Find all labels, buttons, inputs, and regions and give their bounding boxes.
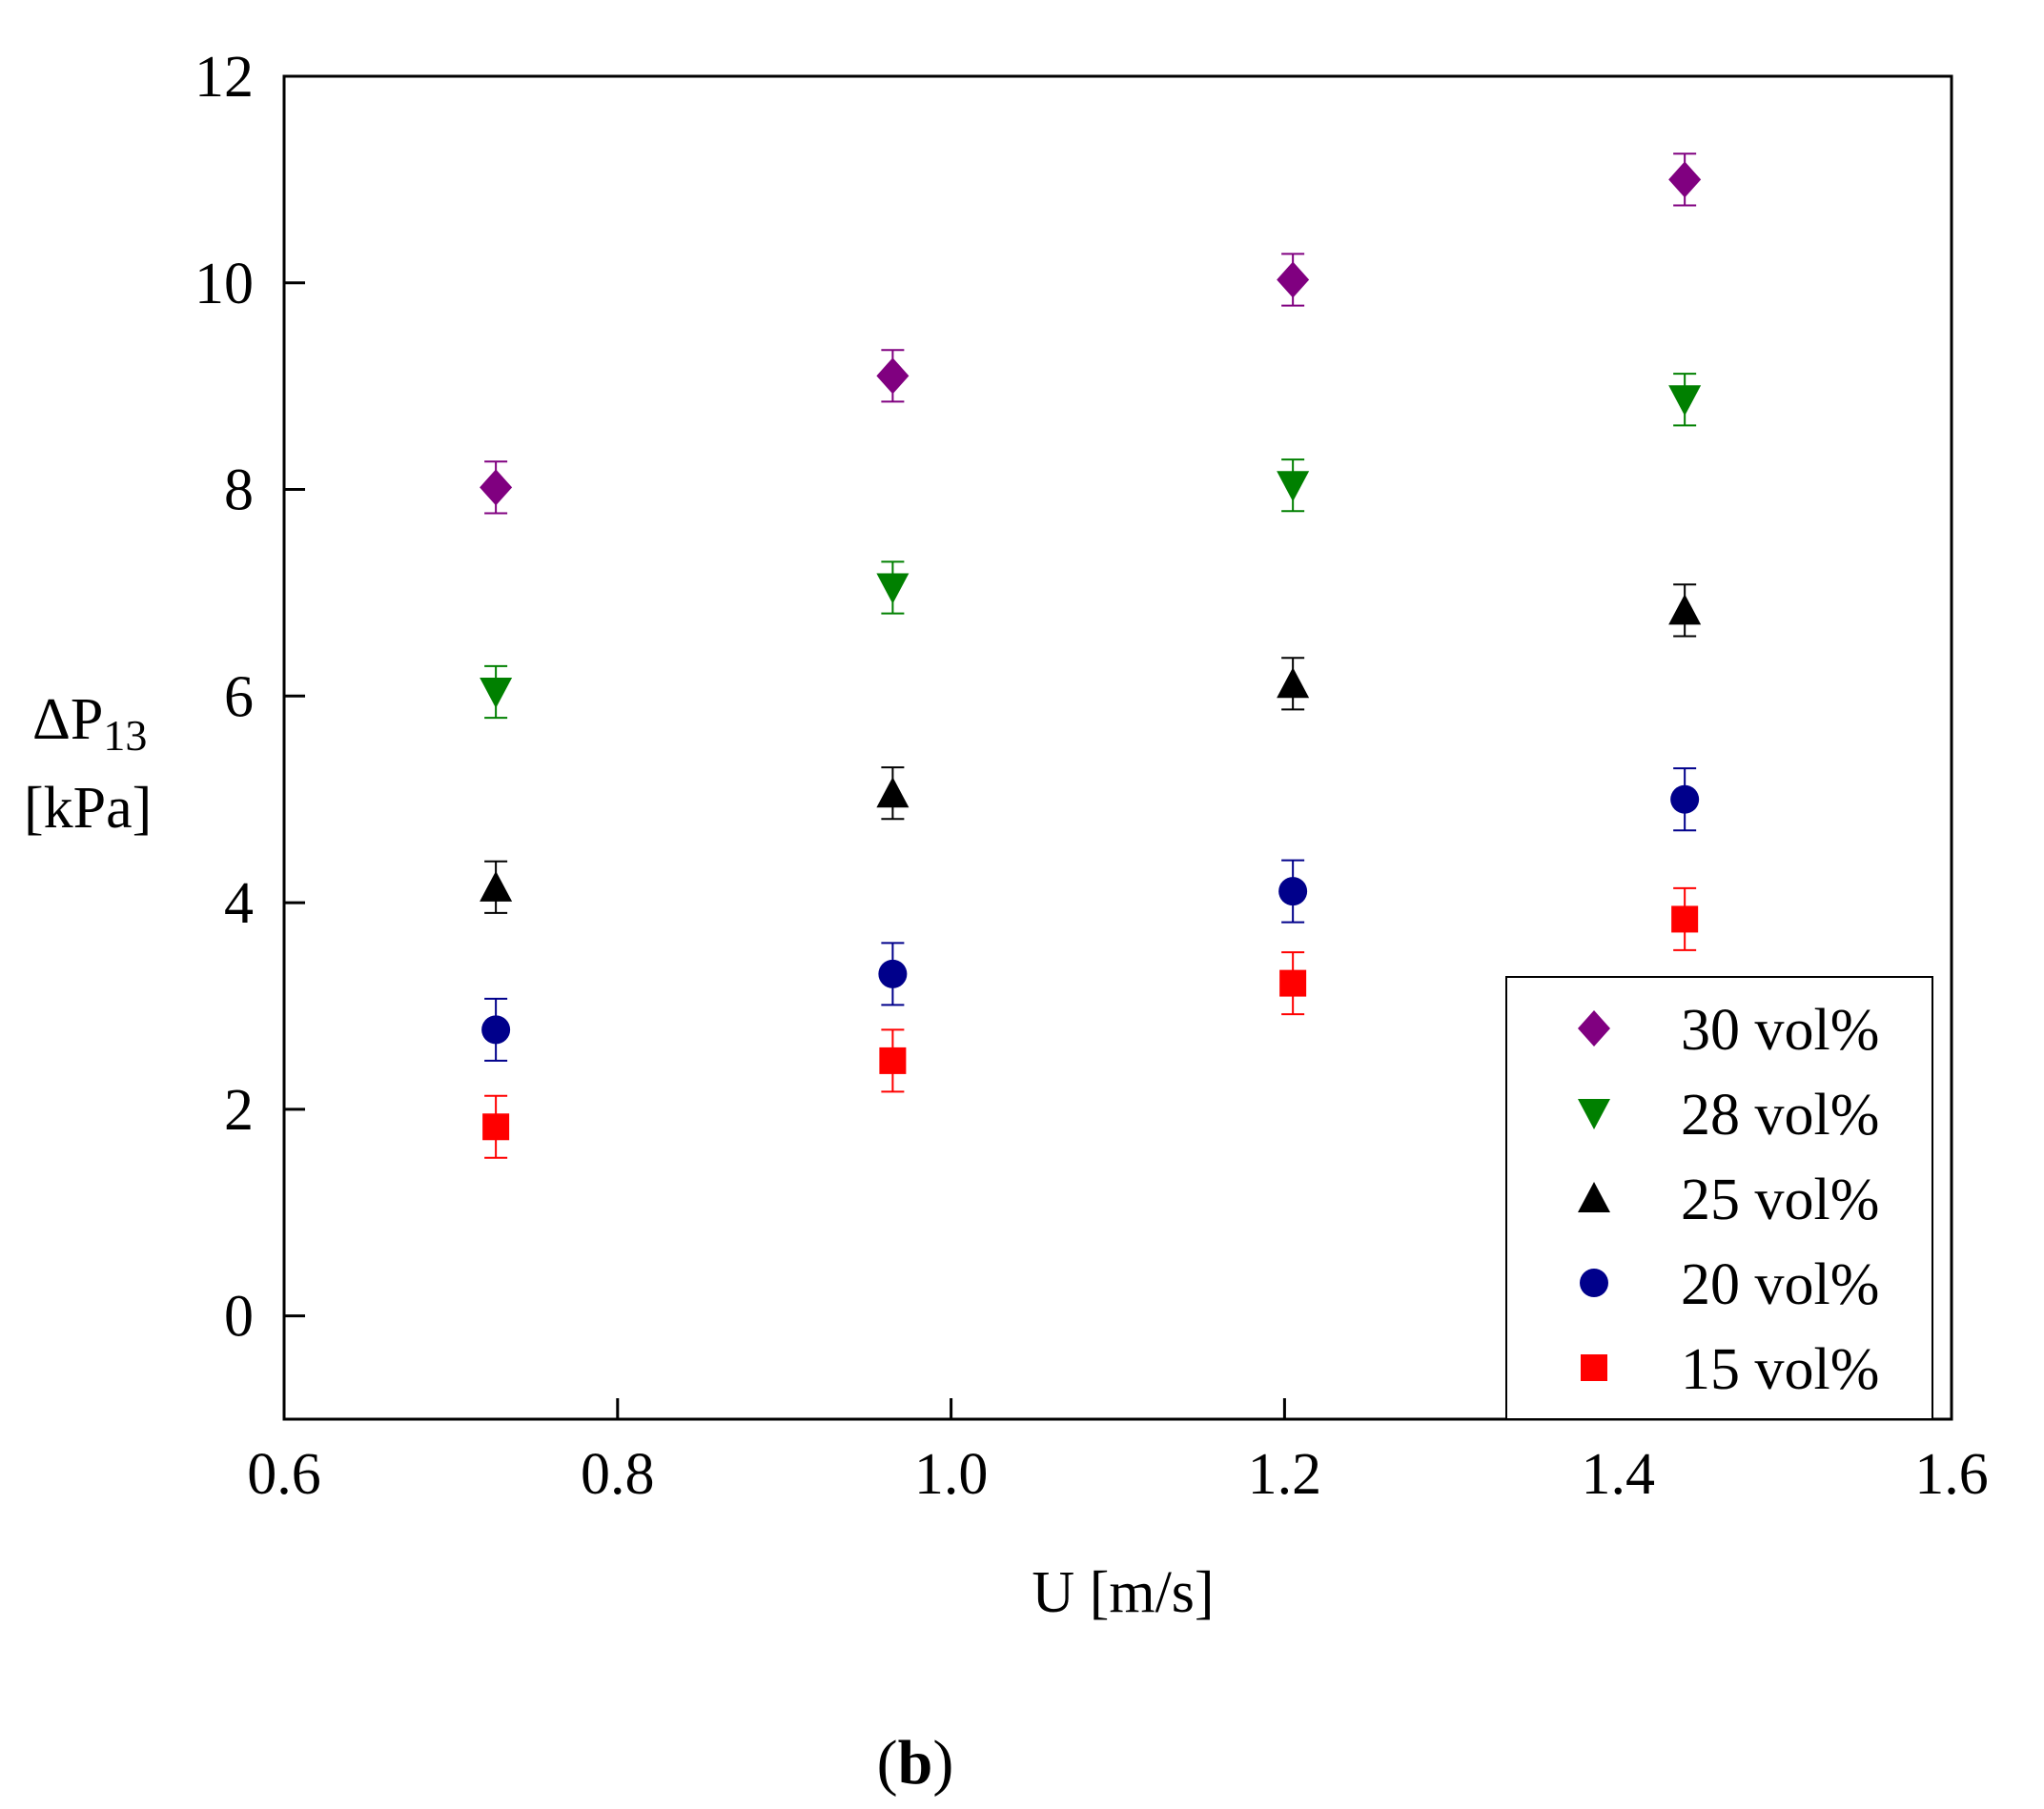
legend-label: 15 vol% bbox=[1681, 1337, 1879, 1402]
plot-frame bbox=[282, 74, 1953, 1421]
legend-label: 25 vol% bbox=[1681, 1168, 1879, 1232]
legend: 30 vol% 28 vol% 25 vol% 20 vol% 15 vol% bbox=[1505, 976, 1933, 1420]
axes: 0.6 0.8 1.0 1.2 1.4 1.6 0 2 4 6 8 10 12 bbox=[194, 45, 1989, 1507]
panel-label: (b) bbox=[877, 1728, 954, 1798]
data-point bbox=[876, 573, 910, 604]
data-point bbox=[1277, 261, 1310, 298]
y-tick-label: 0 bbox=[224, 1285, 254, 1350]
data-point bbox=[480, 469, 513, 506]
data-point bbox=[876, 777, 910, 808]
data-point bbox=[1278, 877, 1308, 906]
data-point bbox=[879, 1047, 907, 1074]
series-28-vol bbox=[480, 373, 1702, 720]
data-point bbox=[1668, 385, 1702, 417]
data-point bbox=[482, 1113, 510, 1141]
data-point bbox=[1277, 471, 1310, 502]
series-20-vol bbox=[481, 767, 1700, 1062]
data-point bbox=[481, 1015, 511, 1045]
x-tick-label: 1.0 bbox=[914, 1442, 989, 1507]
legend-label: 30 vol% bbox=[1681, 998, 1879, 1063]
x-tick-label: 1.4 bbox=[1581, 1442, 1655, 1507]
series-15-vol bbox=[482, 886, 1699, 1159]
y-tick-label: 8 bbox=[224, 458, 254, 523]
y-axis-title: ΔP13 bbox=[32, 687, 147, 760]
y-tick-label: 12 bbox=[194, 45, 254, 110]
y-axis-title-prefix: ΔP bbox=[32, 687, 103, 752]
legend-marker bbox=[1578, 1010, 1610, 1047]
y-axis-title-subscript: 13 bbox=[103, 711, 147, 760]
panel-label-open: ( bbox=[877, 1728, 898, 1798]
legend-label: 28 vol% bbox=[1681, 1083, 1879, 1148]
legend-marker bbox=[1581, 1354, 1607, 1381]
series-25-vol bbox=[480, 583, 1702, 914]
data-point bbox=[480, 870, 513, 902]
data-point bbox=[1277, 667, 1310, 699]
x-tick-label: 0.6 bbox=[247, 1442, 321, 1507]
x-tick-label: 1.2 bbox=[1248, 1442, 1322, 1507]
y-tick-label: 2 bbox=[224, 1078, 254, 1143]
data-point bbox=[876, 357, 910, 395]
data-point bbox=[480, 677, 513, 708]
y-tick-label: 4 bbox=[224, 871, 254, 936]
legend-marker bbox=[1578, 1182, 1610, 1212]
legend-box bbox=[1505, 976, 1933, 1420]
data-point bbox=[1668, 161, 1702, 198]
legend-marker bbox=[1580, 1269, 1608, 1297]
series-30-vol bbox=[480, 152, 1702, 515]
legend-marker bbox=[1578, 1099, 1610, 1129]
y-tick-label: 6 bbox=[224, 664, 254, 729]
data-point bbox=[1671, 905, 1699, 933]
legend-label: 20 vol% bbox=[1681, 1252, 1879, 1317]
data-marks bbox=[480, 152, 1702, 1159]
data-point bbox=[1670, 784, 1700, 814]
x-tick-label: 1.6 bbox=[1914, 1442, 1989, 1507]
x-tick-label: 0.8 bbox=[581, 1442, 655, 1507]
panel-label-letter: b bbox=[898, 1728, 933, 1798]
y-tick-label: 10 bbox=[194, 252, 254, 316]
data-point bbox=[1279, 969, 1307, 997]
data-point bbox=[878, 959, 908, 988]
x-axis-title: U [m/s] bbox=[1032, 1560, 1214, 1625]
data-point bbox=[1668, 594, 1702, 625]
panel-label-close: ) bbox=[932, 1728, 953, 1798]
y-axis-title-unit: [kPa] bbox=[24, 776, 152, 841]
